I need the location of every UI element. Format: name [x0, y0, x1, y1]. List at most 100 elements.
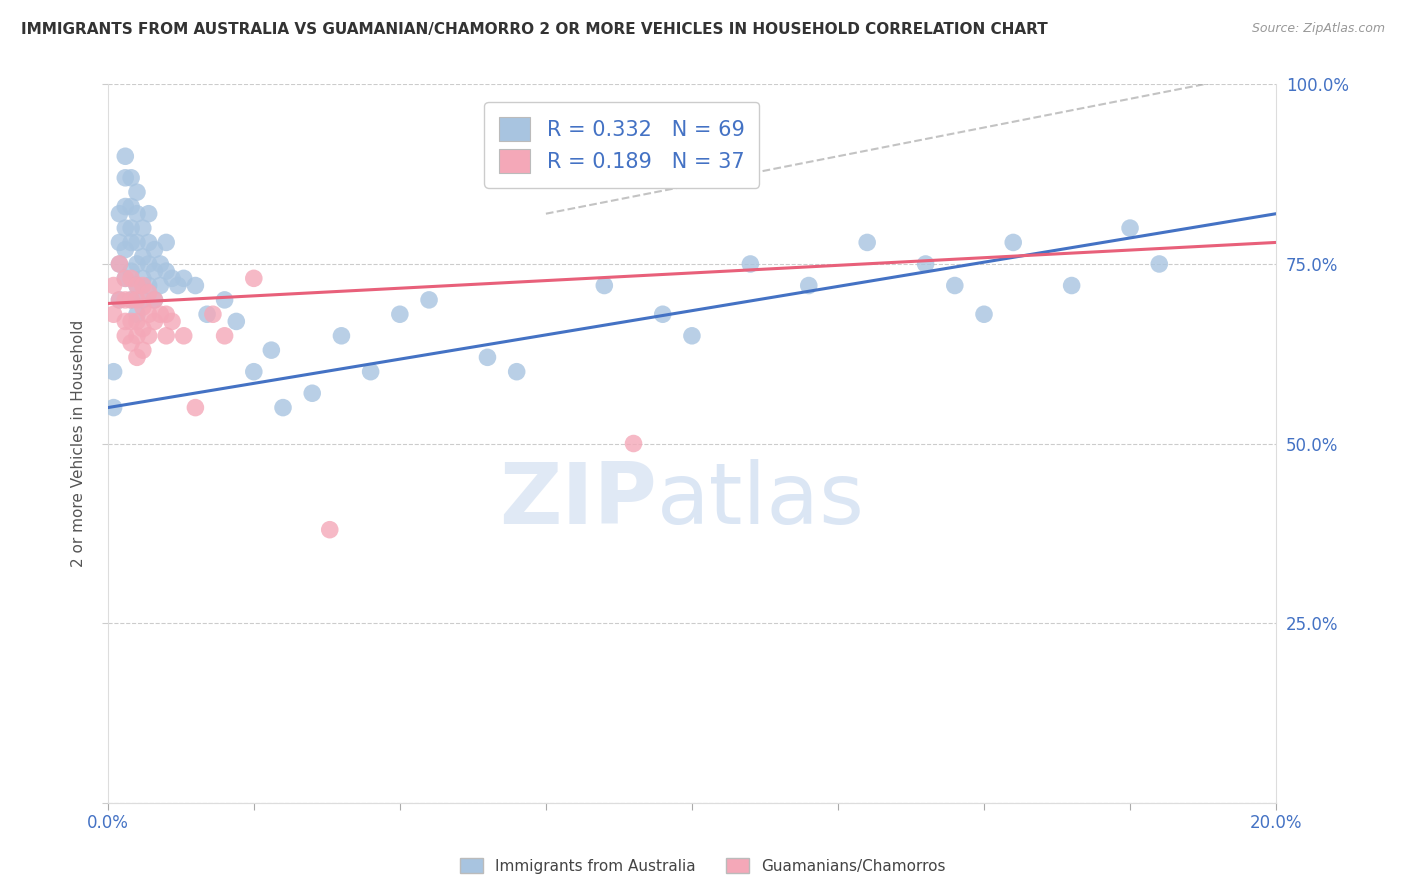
- Point: [477, 351, 499, 365]
- Point: [125, 235, 148, 250]
- Point: [214, 293, 236, 307]
- Point: [195, 307, 218, 321]
- Point: [1149, 257, 1171, 271]
- Point: [623, 436, 645, 450]
- Point: [973, 307, 995, 321]
- Point: [149, 257, 172, 271]
- Point: [114, 221, 136, 235]
- Point: [301, 386, 323, 401]
- Point: [125, 278, 148, 293]
- Point: [114, 200, 136, 214]
- Y-axis label: 2 or more Vehicles in Household: 2 or more Vehicles in Household: [72, 320, 86, 567]
- Point: [243, 365, 266, 379]
- Point: [149, 278, 172, 293]
- Point: [114, 170, 136, 185]
- Point: [167, 278, 190, 293]
- Point: [114, 328, 136, 343]
- Point: [120, 170, 142, 185]
- Point: [260, 343, 283, 358]
- Point: [132, 271, 155, 285]
- Point: [103, 278, 125, 293]
- Point: [360, 365, 382, 379]
- Point: [155, 235, 177, 250]
- Point: [108, 257, 131, 271]
- Point: [138, 235, 160, 250]
- Point: [120, 221, 142, 235]
- Point: [103, 401, 125, 415]
- Point: [125, 314, 148, 328]
- Point: [120, 200, 142, 214]
- Point: [271, 401, 294, 415]
- Point: [149, 307, 172, 321]
- Point: [120, 271, 142, 285]
- Point: [184, 278, 207, 293]
- Point: [505, 365, 527, 379]
- Point: [125, 257, 148, 271]
- Point: [143, 243, 166, 257]
- Point: [114, 149, 136, 163]
- Legend: Immigrants from Australia, Guamanians/Chamorros: Immigrants from Australia, Guamanians/Ch…: [454, 852, 952, 880]
- Point: [143, 293, 166, 307]
- Point: [132, 278, 155, 293]
- Point: [173, 271, 195, 285]
- Point: [143, 264, 166, 278]
- Point: [108, 235, 131, 250]
- Point: [108, 293, 131, 307]
- Point: [330, 328, 353, 343]
- Point: [132, 250, 155, 264]
- Point: [132, 321, 155, 335]
- Point: [160, 314, 183, 328]
- Point: [155, 307, 177, 321]
- Text: atlas: atlas: [657, 459, 865, 542]
- Point: [214, 328, 236, 343]
- Point: [138, 307, 160, 321]
- Point: [943, 278, 966, 293]
- Point: [184, 401, 207, 415]
- Point: [160, 271, 183, 285]
- Point: [319, 523, 342, 537]
- Point: [132, 221, 155, 235]
- Point: [143, 293, 166, 307]
- Point: [120, 314, 142, 328]
- Point: [103, 365, 125, 379]
- Point: [173, 328, 195, 343]
- Point: [138, 207, 160, 221]
- Point: [225, 314, 247, 328]
- Point: [243, 271, 266, 285]
- Point: [120, 264, 142, 278]
- Point: [1060, 278, 1083, 293]
- Point: [138, 285, 160, 300]
- Point: [856, 235, 879, 250]
- Point: [120, 235, 142, 250]
- Point: [155, 328, 177, 343]
- Point: [418, 293, 440, 307]
- Point: [103, 307, 125, 321]
- Point: [797, 278, 820, 293]
- Point: [740, 257, 762, 271]
- Point: [681, 328, 703, 343]
- Point: [201, 307, 224, 321]
- Point: [108, 293, 131, 307]
- Point: [155, 264, 177, 278]
- Point: [108, 207, 131, 221]
- Legend: R = 0.332   N = 69, R = 0.189   N = 37: R = 0.332 N = 69, R = 0.189 N = 37: [484, 102, 759, 187]
- Point: [125, 278, 148, 293]
- Text: IMMIGRANTS FROM AUSTRALIA VS GUAMANIAN/CHAMORRO 2 OR MORE VEHICLES IN HOUSEHOLD : IMMIGRANTS FROM AUSTRALIA VS GUAMANIAN/C…: [21, 22, 1047, 37]
- Point: [114, 271, 136, 285]
- Point: [1002, 235, 1025, 250]
- Point: [593, 278, 616, 293]
- Point: [120, 293, 142, 307]
- Text: ZIP: ZIP: [499, 459, 657, 542]
- Point: [125, 328, 148, 343]
- Point: [1119, 221, 1142, 235]
- Point: [108, 257, 131, 271]
- Point: [138, 278, 160, 293]
- Point: [132, 343, 155, 358]
- Point: [125, 351, 148, 365]
- Point: [132, 300, 155, 314]
- Point: [125, 185, 148, 199]
- Point: [138, 328, 160, 343]
- Point: [114, 271, 136, 285]
- Point: [143, 314, 166, 328]
- Point: [388, 307, 411, 321]
